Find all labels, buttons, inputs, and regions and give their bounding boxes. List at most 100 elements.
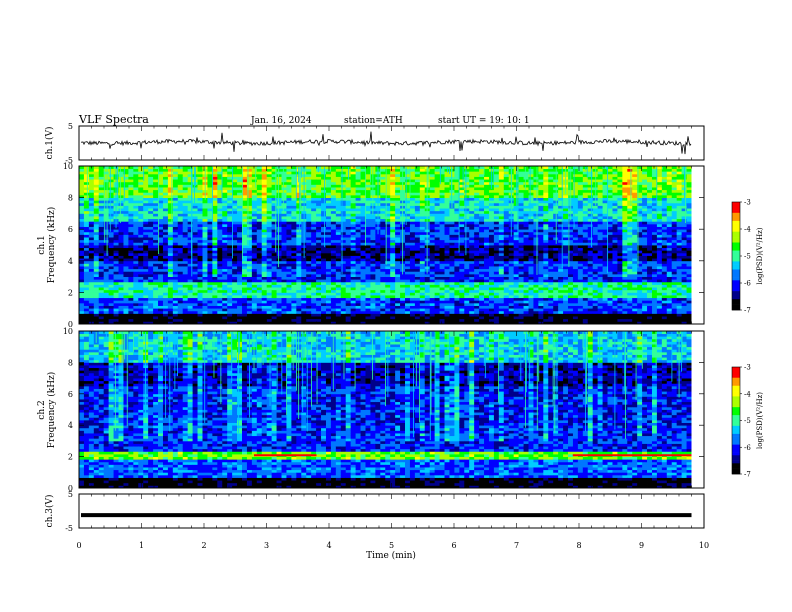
ch1-spec-cell — [88, 247, 95, 251]
ch1-spec-cell — [360, 318, 366, 322]
ch1-spec-cell — [108, 252, 114, 256]
ch1-spec-cell — [419, 197, 426, 201]
ch1-spec-cell — [291, 231, 297, 235]
ch1-spec-cell — [172, 313, 179, 317]
ch1-spec-cell — [103, 189, 110, 193]
ch1-spec-cell — [266, 205, 273, 209]
ch1-spec-cell — [212, 245, 218, 249]
ch1-spec-cell — [365, 247, 371, 251]
ch1-spec-cell — [469, 181, 475, 185]
ch1-spec-cell — [464, 218, 470, 222]
ch1-spec-cell — [306, 245, 312, 249]
ch1-spec-cell — [197, 202, 203, 206]
ch1-spec-cell — [177, 281, 184, 285]
ch1-spec-cell — [449, 321, 455, 325]
ch1-spec-cell — [261, 181, 268, 185]
ch1-spec-cell — [335, 284, 342, 288]
ch1-spec-cell — [153, 171, 159, 175]
ch1-spec-cell — [390, 313, 396, 317]
ch1-spec-cell — [232, 260, 238, 264]
ch1-spec-cell — [153, 234, 159, 238]
ch1-spec-cell — [271, 205, 277, 209]
ch1-spec-cell — [93, 287, 100, 291]
ch1-spec-cell — [296, 231, 302, 235]
ch1-spec-cell — [276, 205, 282, 209]
ch1-spec-cell — [261, 281, 268, 285]
ch1-spec-cell — [207, 281, 213, 285]
ch1-spec-cell — [380, 168, 386, 172]
ch1-spec-cell — [123, 273, 129, 277]
ch1-spec-cell — [375, 313, 381, 317]
ch1-spec-cell — [123, 173, 129, 177]
ch1-spec-cell — [256, 316, 263, 320]
ch1-spec-cell — [291, 205, 297, 209]
ch1-spec-cell — [449, 268, 455, 272]
ch1-spec-cell — [459, 208, 465, 212]
ch1-spec-cell — [197, 313, 203, 317]
ch1-spec-cell — [444, 187, 450, 191]
ch1-spec-cell — [182, 318, 189, 322]
ch1-spec-cell — [227, 216, 233, 220]
ch1-spec-cell — [93, 181, 100, 185]
ch1-spec-cell — [266, 316, 273, 320]
ch1-spec-cell — [276, 229, 282, 233]
ch1-spec-cell — [360, 292, 366, 296]
ch1-spec-cell — [182, 250, 189, 254]
ch1-spec-cell — [266, 213, 273, 217]
ch1-spec-cell — [405, 189, 411, 193]
ch1-spec-cell — [454, 202, 460, 206]
ch1-spec-cell — [227, 166, 233, 170]
ch1-spec-cell — [276, 318, 282, 322]
ch1-spec-cell — [325, 313, 332, 317]
ch1-spec-cell — [395, 250, 401, 254]
ch1-spec-cell — [355, 268, 361, 272]
ch1-spec-cell — [242, 300, 248, 304]
ch1-spec-cell — [133, 205, 139, 209]
ch1-spec-cell — [370, 310, 376, 314]
ch1-spec-cell — [242, 171, 248, 175]
ch1-spec-cell — [266, 171, 273, 175]
ch1-spec-cell — [212, 242, 218, 246]
ch1-spec-cell — [316, 189, 322, 193]
ch1-spec-cell — [464, 221, 470, 225]
ch1-spec-cell — [375, 260, 381, 264]
ch1-spec-cell — [133, 226, 139, 230]
ch1-spec-cell — [439, 310, 445, 314]
ch1-spec-cell — [138, 252, 144, 256]
ch1-spec-cell — [227, 210, 233, 214]
ch1-spec-cell — [246, 287, 253, 291]
ch1-spec-cell — [79, 192, 85, 196]
ch1-spec-cell — [419, 216, 426, 220]
ch1-spec-cell — [395, 273, 401, 277]
ch1-spec-cell — [316, 305, 322, 309]
ch1-spec-cell — [306, 252, 312, 256]
ch1-spec-cell — [167, 205, 174, 209]
ch1-spec-cell — [474, 313, 480, 317]
ch1-spec-cell — [365, 176, 371, 180]
ch1-spec-cell — [88, 252, 95, 256]
ch1-spec-cell — [405, 255, 411, 259]
ch1-spec-cell — [340, 218, 347, 222]
ch1-spec-cell — [256, 187, 263, 191]
ch1-spec-cell — [464, 305, 470, 309]
ch1-spec-cell — [148, 173, 154, 177]
ch1-spec-cell — [261, 263, 268, 267]
ch1-spec-cell — [414, 229, 421, 233]
ch1-spec-cell — [103, 187, 110, 191]
ch1-spec-cell — [370, 295, 376, 299]
ch1-spec-cell — [301, 310, 307, 314]
ch1-spec-cell — [227, 313, 233, 317]
ch1-spec-cell — [246, 310, 253, 314]
ch1-spec-cell — [355, 239, 361, 243]
ch1-spec-cell — [172, 318, 179, 322]
ch1-spec-cell — [138, 258, 144, 262]
ch1-spec-cell — [123, 281, 129, 285]
ch1-spec-cell — [405, 181, 411, 185]
ch1-spec-cell — [350, 302, 357, 306]
ch1-spec-cell — [103, 281, 110, 285]
ch1-spec-cell — [83, 184, 90, 188]
ch1-spec-cell — [256, 321, 263, 325]
ch1-spec-cell — [256, 263, 263, 267]
ch1-spec-cell — [464, 295, 470, 299]
ch1-spec-cell — [103, 179, 110, 183]
